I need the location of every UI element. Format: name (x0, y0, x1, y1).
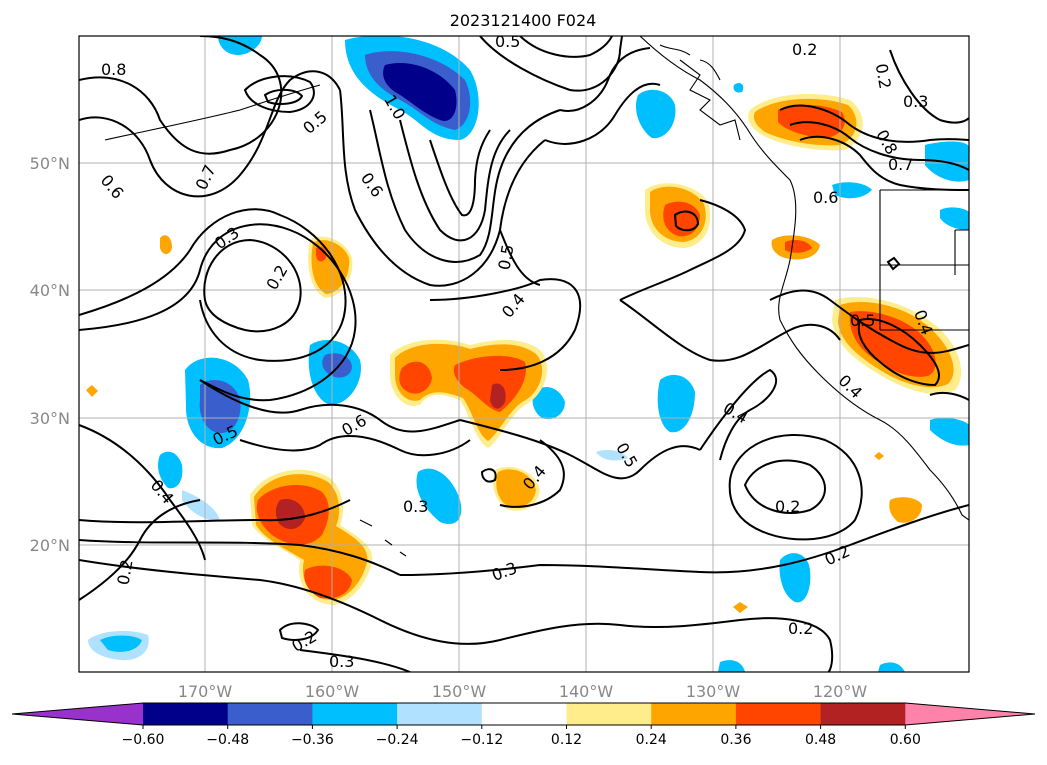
colorbar-extend-min (12, 703, 143, 725)
contour-label: 0.2 (788, 619, 813, 638)
colorbar-tick-label: −0.48 (206, 732, 249, 748)
colorbar-tick-label: −0.12 (460, 732, 503, 748)
contour-label: 0.3 (403, 497, 428, 516)
contour-label: 0.7 (888, 155, 913, 174)
longitude-labels: 170°W 160°W 150°W 140°W 130°W 120°W (178, 682, 868, 701)
colorbar-segment (820, 703, 906, 725)
latitude-labels: 50°N 40°N 30°N 20°N (30, 154, 70, 555)
map-frame (78, 35, 970, 673)
colorbar-tick-label: −0.36 (291, 732, 334, 748)
contour-label: 0.5 (495, 32, 520, 51)
colorbar-segment (481, 703, 567, 725)
negative-anomaly-shading (88, 36, 969, 672)
contour-label: 0.5 (494, 243, 517, 271)
contour-label: 0.2 (113, 558, 136, 586)
lat-label: 20°N (30, 536, 70, 555)
colorbar: −0.60 −0.48 −0.36 −0.24 −0.12 0.12 0.24 0.36 0.4… (11, 702, 1036, 748)
lon-label: 160°W (305, 682, 360, 701)
colorbar-tick-label: 0.24 (636, 732, 667, 748)
contour-lines (79, 36, 969, 672)
lat-label: 40°N (30, 281, 70, 300)
lat-label: 50°N (30, 154, 70, 173)
contour-label: 0.2 (792, 40, 817, 59)
colorbar-segment (227, 703, 313, 725)
positive-anomaly-shading (86, 94, 962, 613)
colorbar-segment (312, 703, 398, 725)
colorbar-tick-label: 0.60 (890, 732, 921, 748)
lon-label: 140°W (559, 682, 614, 701)
colorbar-segment (651, 703, 737, 725)
colorbar-segment (735, 703, 822, 725)
contour-label: 0.8 (101, 60, 126, 79)
colorbar-segment (143, 703, 229, 725)
figure-title: 2023121400 F024 (450, 11, 597, 30)
contour-label: 0.2 (775, 497, 800, 516)
colorbar-segment (397, 703, 483, 725)
map-area: 0.8 0.5 0.2 0.2 0.3 0.5 1.0 0.7 0.6 0.6 … (79, 32, 969, 672)
contour-label: 0.5 (850, 311, 875, 330)
colorbar-extend-max (905, 703, 1035, 725)
lon-label: 170°W (178, 682, 233, 701)
graticule (79, 36, 969, 672)
colorbar-tick-label: 0.48 (805, 732, 836, 748)
colorbar-tick-label: −0.24 (376, 732, 419, 748)
contour-label: 0.3 (329, 652, 354, 671)
lon-label: 120°W (813, 682, 868, 701)
contour-label: 0.6 (813, 188, 838, 207)
colorbar-tick-label: 0.36 (720, 732, 751, 748)
contour-label: 0.2 (872, 62, 895, 90)
contour-label: 0.3 (903, 92, 928, 111)
colorbar-tick-label: 0.12 (551, 732, 582, 748)
lat-label: 30°N (30, 409, 70, 428)
lon-label: 130°W (686, 682, 741, 701)
colorbar-tick-label: −0.60 (122, 732, 165, 748)
lon-label: 150°W (432, 682, 487, 701)
colorbar-segment (566, 703, 652, 725)
